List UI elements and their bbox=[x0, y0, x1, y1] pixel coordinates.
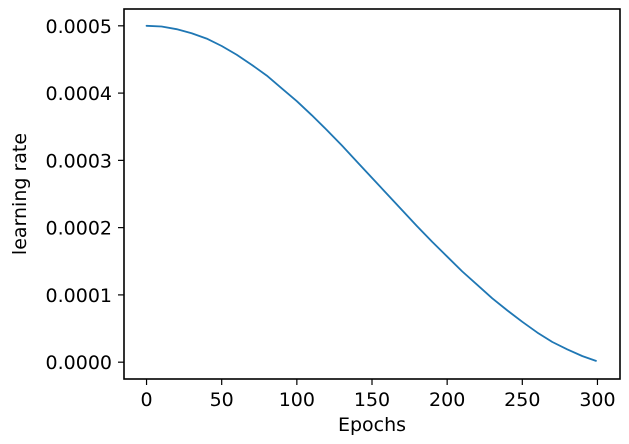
y-axis-label: learning rate bbox=[9, 133, 31, 255]
x-tick-label: 100 bbox=[279, 389, 315, 411]
series-layer bbox=[145, 24, 597, 362]
y-tick-label: 0.0004 bbox=[46, 83, 112, 105]
y-tick-label: 0.0003 bbox=[46, 150, 112, 172]
x-axis-label: Epochs bbox=[338, 414, 406, 436]
y-tick-label: 0.0001 bbox=[46, 285, 112, 307]
y-tick-label: 0.0002 bbox=[46, 218, 112, 240]
y-tick-label: 0.0005 bbox=[46, 16, 112, 38]
plot-area bbox=[124, 9, 620, 379]
x-tick-label: 300 bbox=[579, 389, 615, 411]
plot-frame bbox=[123, 8, 621, 380]
x-tick-label: 50 bbox=[210, 389, 234, 411]
x-tick-label: 150 bbox=[354, 389, 390, 411]
series-line bbox=[145, 24, 597, 362]
y-tick-label: 0.0000 bbox=[46, 352, 112, 374]
x-tick-label: 250 bbox=[504, 389, 540, 411]
x-axis-ticks: 0 50 100 150 200 250 300 bbox=[140, 379, 616, 411]
x-tick-label: 0 bbox=[140, 389, 152, 411]
y-axis-ticks: 0.0000 0.0001 0.0002 0.0003 0.0004 0.0005 bbox=[46, 16, 124, 374]
x-tick-label: 200 bbox=[429, 389, 465, 411]
